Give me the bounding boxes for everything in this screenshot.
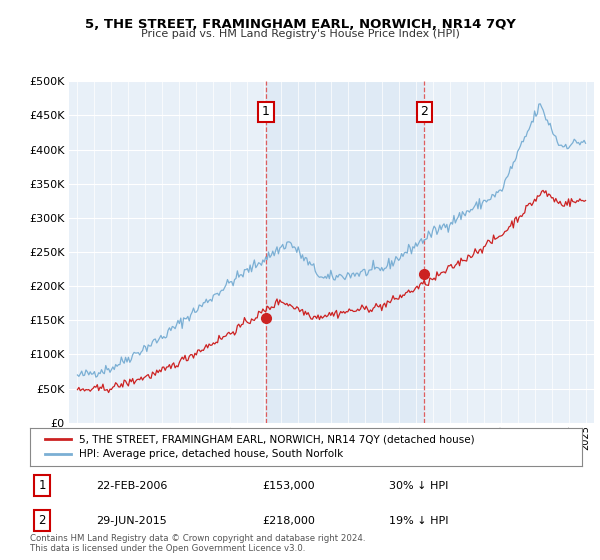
Bar [266,81,424,423]
Legend: 5, THE STREET, FRAMINGHAM EARL, NORWICH, NR14 7QY (detached house), HPI: Average: 5, THE STREET, FRAMINGHAM EARL, NORWICH,… [41,430,479,464]
Text: 1: 1 [262,105,270,119]
Text: 2: 2 [421,105,428,119]
Text: 22-FEB-2006: 22-FEB-2006 [96,481,167,491]
Text: £153,000: £153,000 [262,481,314,491]
Text: 1: 1 [38,479,46,492]
Text: 5, THE STREET, FRAMINGHAM EARL, NORWICH, NR14 7QY: 5, THE STREET, FRAMINGHAM EARL, NORWICH,… [85,18,515,31]
Text: 19% ↓ HPI: 19% ↓ HPI [389,516,448,526]
Text: 30% ↓ HPI: 30% ↓ HPI [389,481,448,491]
Text: 29-JUN-2015: 29-JUN-2015 [96,516,167,526]
Text: 2: 2 [38,514,46,528]
Text: Contains HM Land Registry data © Crown copyright and database right 2024.
This d: Contains HM Land Registry data © Crown c… [30,534,365,553]
Text: £218,000: £218,000 [262,516,315,526]
Text: Price paid vs. HM Land Registry's House Price Index (HPI): Price paid vs. HM Land Registry's House … [140,29,460,39]
